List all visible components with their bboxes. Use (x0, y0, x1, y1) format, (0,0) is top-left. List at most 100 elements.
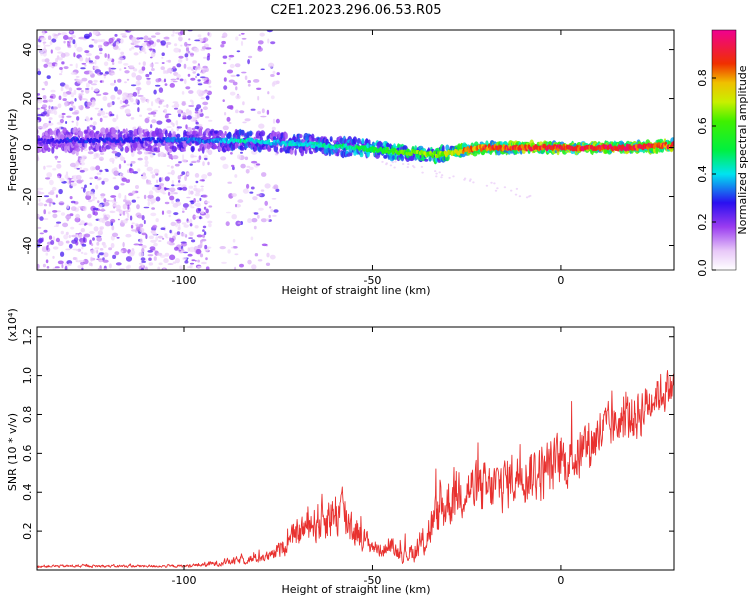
speckle-mark (42, 263, 46, 268)
speckle-mark (70, 182, 77, 187)
speckle-mark (117, 218, 120, 221)
speckle-mark (77, 265, 82, 269)
speckle-mark (202, 101, 209, 106)
speckle-mark (98, 204, 103, 208)
speckle-mark (96, 39, 103, 43)
speckle-mark (97, 267, 102, 270)
speckle-mark (83, 252, 88, 255)
speckle-mark (242, 101, 245, 106)
speckle-mark (167, 152, 170, 156)
speckle-mark (143, 194, 147, 200)
speckle-mark (92, 207, 99, 211)
speckle-mark (236, 50, 241, 53)
speckle-mark (91, 243, 94, 247)
speckle-mark (130, 224, 134, 229)
speckle-mark (128, 252, 135, 257)
speckle-mark (70, 180, 75, 183)
speckle-mark (81, 243, 87, 247)
speckle-mark (175, 120, 179, 126)
speckle-mark (85, 194, 92, 200)
speckle-mark (144, 164, 149, 167)
ridge-halo-mark (156, 146, 160, 152)
speckle-mark (231, 214, 237, 220)
speckle-mark (110, 94, 116, 100)
ridge-halo-mark (299, 134, 303, 139)
speckle-mark (190, 190, 194, 195)
speckle-mark (191, 127, 196, 131)
speckle-mark (73, 52, 76, 58)
speckle-mark (116, 38, 121, 41)
speckle-mark (84, 50, 90, 54)
speckle-mark (129, 65, 134, 68)
speckle-mark (37, 263, 40, 270)
speckle-mark (230, 74, 236, 78)
speckle-mark (189, 218, 193, 225)
speckle-mark (170, 78, 177, 81)
speckle-mark (169, 187, 176, 193)
speckle-mark (93, 226, 99, 232)
speckle-mark (155, 218, 159, 223)
speckle-mark (126, 210, 129, 215)
speckle-mark (43, 63, 48, 68)
speckle-mark (78, 233, 83, 239)
speckle-mark (186, 66, 192, 70)
bottom-x-ticks: -100 -50 0 (172, 327, 564, 587)
speckle-mark (242, 188, 249, 194)
speckle-mark (248, 55, 253, 59)
ridge-core-mark (191, 140, 195, 144)
speckle-mark (45, 123, 51, 126)
speckle-mark (142, 61, 146, 66)
speckle-mark (246, 183, 250, 189)
speckle-mark (270, 74, 275, 77)
speckle-mark (99, 117, 103, 123)
speckle-mark (148, 235, 154, 240)
speckle-mark (190, 206, 195, 209)
speckle-mark (222, 55, 228, 59)
speckle-mark (149, 56, 153, 59)
speckle-mark (141, 46, 146, 53)
speckle-mark (257, 259, 263, 262)
speckle-mark (197, 34, 202, 38)
speckle-mark (183, 63, 187, 69)
spectrogram-marks (37, 30, 674, 270)
speckle-mark (264, 200, 269, 206)
speckle-mark (176, 77, 180, 80)
speckle-mark (182, 154, 185, 160)
speckle-mark (180, 174, 183, 177)
speckle-mark (113, 167, 118, 171)
speckle-mark (229, 105, 234, 110)
speckle-mark (164, 114, 169, 119)
speckle-mark (141, 175, 147, 180)
speckle-mark (89, 177, 94, 180)
speckle-mark (164, 252, 170, 257)
bottom-y-tick-label: 1.0 (21, 367, 34, 385)
speckle-mark (177, 113, 181, 118)
speckle-mark (72, 39, 76, 45)
speckle-mark (275, 118, 280, 124)
speckle-mark (199, 215, 202, 220)
speckle-mark (166, 44, 169, 48)
speckle-mark (80, 98, 87, 101)
speckle-mark (61, 264, 64, 269)
speckle-mark (63, 40, 66, 44)
speckle-mark (266, 218, 270, 222)
speckle-mark (153, 242, 158, 247)
speckle-mark (152, 186, 158, 191)
speckle-mark (228, 122, 232, 124)
tail-mark (525, 196, 529, 199)
speckle-mark (272, 118, 276, 124)
speckle-mark (148, 257, 152, 261)
speckle-mark (102, 115, 109, 119)
speckle-mark (200, 185, 204, 188)
speckle-mark (43, 203, 48, 207)
speckle-mark (182, 117, 187, 120)
speckle-mark (78, 106, 81, 110)
speckle-mark (110, 210, 114, 213)
speckle-mark (143, 219, 146, 225)
speckle-mark (38, 237, 44, 243)
ridge-halo-mark (88, 146, 92, 151)
speckle-mark (169, 254, 176, 261)
speckle-mark (80, 220, 85, 226)
tail-mark (448, 176, 451, 179)
speckle-mark (48, 120, 51, 124)
